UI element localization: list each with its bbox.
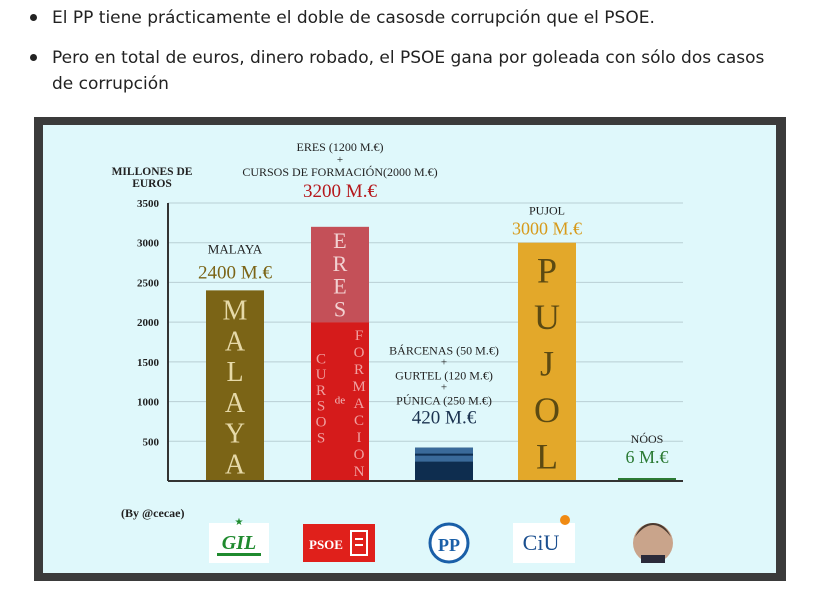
bar-letter: Y	[225, 419, 245, 450]
y-tick-label: 1000	[137, 397, 160, 409]
bullet-item: Pero en total de euros, dinero robado, e…	[30, 45, 772, 97]
amount-pujol: 3000 M.€	[512, 219, 582, 239]
bar-letter: R	[333, 251, 348, 276]
bar-pp-segment	[415, 455, 473, 462]
bar-letter: L	[536, 436, 558, 476]
bar-letter: A	[225, 326, 246, 357]
bar-letter: A	[225, 449, 246, 480]
bar-pujol	[518, 242, 576, 481]
bar-letter: A	[354, 396, 365, 412]
ciu-logo-text: CiU	[523, 530, 560, 555]
pp-logo: PP	[428, 522, 470, 564]
gil-logo: GIL ★	[209, 517, 269, 563]
bar-letter: O	[534, 390, 560, 430]
psoe-logo: PSOE	[303, 524, 375, 562]
y-tick-label: 3000	[137, 238, 160, 250]
bar-letter: U	[534, 297, 560, 337]
bullet-text: El PP tiene prácticamente el doble de ca…	[52, 8, 655, 28]
psoe-note-cursos: CURSOS DE FORMACIÓN(2000 M.€)	[242, 165, 437, 179]
y-axis-label: MILLONES DE	[112, 166, 193, 178]
chart-panel: MILLONES DE EUROS 3500 3000 2500 2000 1500 10…	[43, 125, 776, 573]
y-tick-label: 1500	[137, 357, 160, 369]
bar-letter: A	[225, 388, 246, 419]
bar-letter: U	[316, 367, 327, 383]
amount-noos: 6 M.€	[625, 447, 668, 467]
credit-label: (By @cecae)	[121, 506, 184, 520]
bar-letter: P	[537, 251, 557, 291]
label-pujol: PUJOL	[529, 204, 565, 218]
bar-letter: S	[334, 296, 346, 321]
bar-letter: N	[354, 464, 365, 480]
label-noos: NÓOS	[631, 432, 664, 446]
bar-letter: O	[316, 415, 327, 431]
bar-letter: S	[317, 399, 325, 415]
gil-logo-text: GIL	[222, 532, 256, 554]
y-axis-label: EUROS	[132, 178, 172, 190]
psoe-logo-text: PSOE	[309, 537, 343, 552]
amount-psoe: 3200 M.€	[303, 181, 377, 202]
bar-letter: J	[540, 343, 554, 383]
bar-letter: C	[316, 351, 326, 367]
y-tick-label: 2000	[137, 317, 160, 329]
bar-letter: R	[354, 362, 364, 378]
bar-noos	[618, 478, 676, 481]
bullet-dot-icon	[30, 14, 37, 21]
bullet-item: El PP tiene prácticamente el doble de ca…	[30, 5, 772, 31]
bar-psoe-eres	[311, 226, 369, 323]
pp-note-plus: +	[441, 382, 447, 394]
pp-note-plus: +	[441, 357, 447, 369]
bar-letter: C	[354, 413, 364, 429]
pp-note-gurtel: GURTEL (120 M.€)	[395, 369, 493, 383]
pp-note-barcenas: BÁRCENAS (50 M.€)	[389, 344, 499, 358]
bar-pp-segment	[415, 447, 473, 454]
bar-letter: O	[354, 345, 365, 361]
bar-malaya	[206, 290, 264, 481]
bullet-dot-icon	[30, 54, 37, 61]
bar-letter: L	[226, 357, 243, 388]
bar-letter: E	[333, 228, 346, 253]
y-tick-label: 2500	[137, 277, 160, 289]
amount-pp: 420 M.€	[412, 408, 477, 429]
label-malaya: MALAYA	[208, 241, 263, 256]
psoe-note-plus: +	[337, 154, 343, 166]
amount-malaya: 2400 M.€	[198, 262, 272, 283]
bar-letter: S	[317, 430, 325, 446]
bar-letter: M	[352, 379, 365, 395]
pp-note-punica: PÚNICA (250 M.€)	[396, 394, 492, 408]
corruption-bar-chart: MILLONES DE EUROS 3500300025002000150010…	[112, 140, 683, 564]
bar-letter: de	[335, 395, 346, 407]
bar-psoe-cursos	[311, 322, 369, 481]
psoe-note-eres: ERES (1200 M.€)	[297, 140, 384, 154]
bar-letter: F	[355, 328, 363, 344]
y-tick-label: 500	[143, 436, 160, 448]
bar-letter: O	[354, 447, 365, 463]
noos-avatar	[633, 523, 673, 563]
bar-letter: M	[223, 296, 248, 327]
ciu-logo: CiU	[513, 515, 575, 563]
pp-logo-text: PP	[438, 535, 460, 555]
bar-letter: R	[316, 383, 326, 399]
chart-image-frame: MILLONES DE EUROS 3500 3000 2500 2000 1500 10…	[34, 117, 786, 581]
bullet-text: Pero en total de euros, dinero robado, e…	[52, 48, 765, 94]
bar-letter: I	[357, 430, 362, 446]
y-tick-label: 3500	[137, 198, 160, 210]
bar-letter: E	[333, 274, 346, 299]
svg-text:★: ★	[235, 517, 244, 528]
